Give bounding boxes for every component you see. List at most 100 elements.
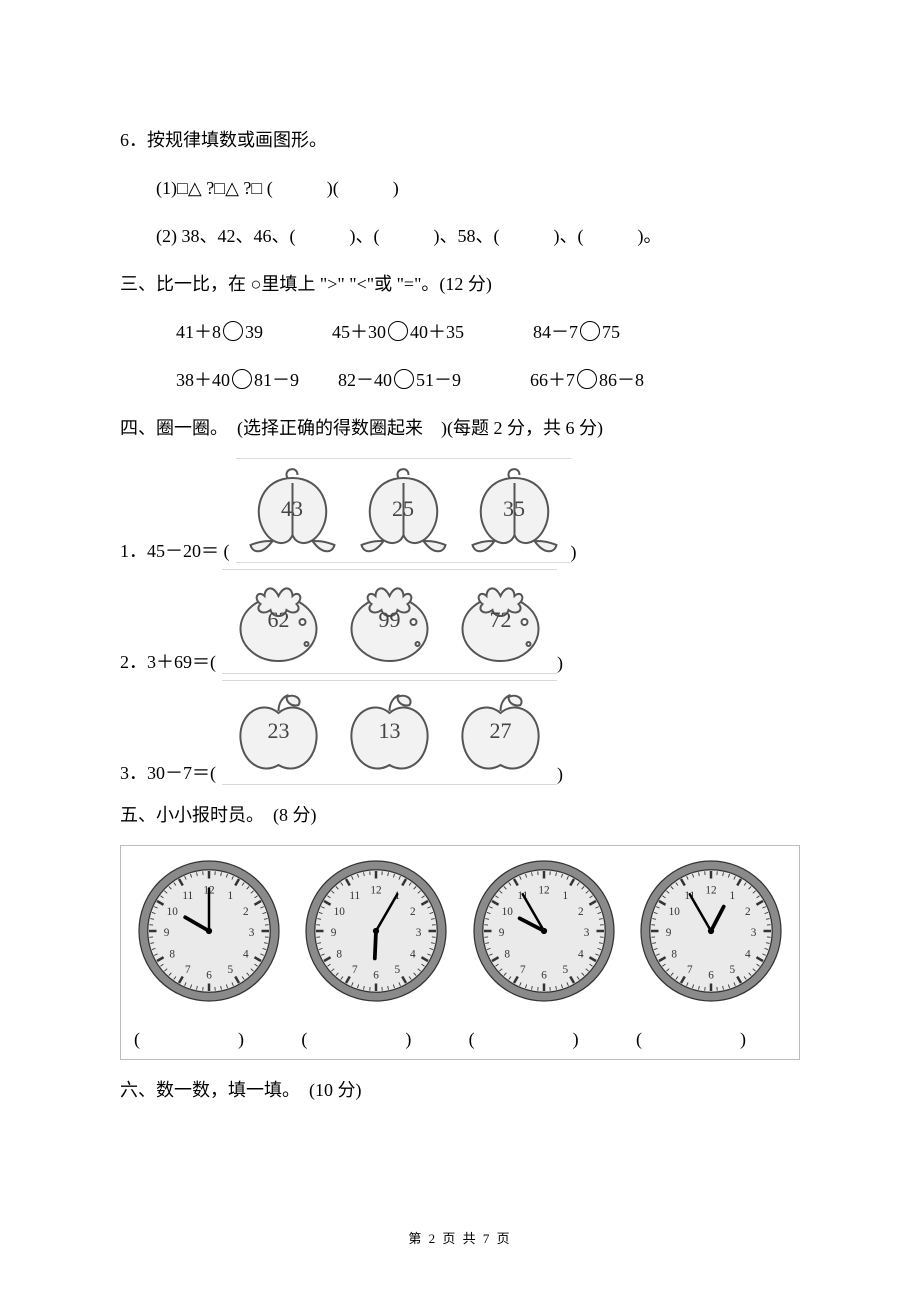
expr: 82－40 [338,370,392,390]
q6-sub1: (1)□△ ?□△ ?□ ( )( ) [156,170,800,206]
compare-circle[interactable] [388,321,408,341]
svg-text:2: 2 [745,906,751,918]
peach-icon[interactable]: 43 [240,463,345,558]
svg-text:8: 8 [337,948,343,960]
compare-circle[interactable] [580,321,600,341]
svg-text:7: 7 [352,964,358,976]
svg-text:5: 5 [729,964,735,976]
clock-icon: 121234567891011 [464,856,624,1011]
option-number: 43 [281,496,303,522]
option-number: 25 [392,496,414,522]
compare-circle[interactable] [394,369,414,389]
apple-icon[interactable]: 27 [448,685,553,780]
footer-mid: 页 共 [437,1231,483,1246]
clock-cell: 121234567891011 ( ) [631,856,791,1051]
svg-text:12: 12 [371,885,382,897]
question-tail: ) [557,653,563,674]
footer-prefix: 第 [408,1231,428,1246]
clock-row: 121234567891011 ( ) 121234567891011 ( ) … [120,845,800,1060]
compare-circle[interactable] [577,369,597,389]
q6-title: 6．按规律填数或画图形。 [120,122,800,158]
svg-text:6: 6 [374,970,380,982]
question-tail: ) [557,764,563,785]
svg-text:11: 11 [182,890,193,902]
svg-text:7: 7 [687,964,693,976]
section4-title: 四、圈一圈。 (选择正确的得数圈起来 )(每题 2 分，共 6 分) [120,410,800,446]
option-number: 99 [379,607,401,633]
expr: 41＋8 [176,322,221,342]
svg-text:11: 11 [350,890,361,902]
compare-circle[interactable] [232,369,252,389]
svg-text:9: 9 [331,927,337,939]
expr: 66＋7 [530,370,575,390]
svg-text:5: 5 [395,964,401,976]
svg-text:9: 9 [498,927,504,939]
svg-text:9: 9 [164,927,170,939]
svg-text:3: 3 [249,927,255,939]
svg-text:3: 3 [583,927,589,939]
expr: 75 [602,322,620,342]
expr: 81－9 [254,370,299,390]
svg-text:4: 4 [578,948,584,960]
apple-icon[interactable]: 13 [337,685,442,780]
clock-answer-blank[interactable]: ( ) [464,1025,624,1051]
q6-sub2: (2) 38、42、46、( )、( )、58、( )、( )。 [156,218,800,254]
section6-title: 六、数一数，填一填。 (10 分) [120,1072,800,1108]
svg-text:2: 2 [243,906,249,918]
svg-text:4: 4 [745,948,751,960]
clock-cell: 121234567891011 ( ) [129,856,289,1051]
compare-circle[interactable] [223,321,243,341]
persimmon-icon[interactable]: 62 [226,574,331,669]
svg-text:6: 6 [541,970,547,982]
svg-text:4: 4 [410,948,416,960]
circle-question-row: 1．45－20＝ ( 43 25 35) [120,458,800,563]
question-lead: 3．30－7＝( [120,759,216,785]
option-number: 23 [268,718,290,744]
svg-text:2: 2 [410,906,416,918]
clock-answer-blank[interactable]: ( ) [296,1025,456,1051]
question-lead: 1．45－20＝ ( [120,537,230,563]
option-number: 35 [503,496,525,522]
option-number: 27 [490,718,512,744]
svg-text:8: 8 [671,948,677,960]
section3-title: 三、比一比，在 ○里填上 ">" "<"或 "="。(12 分) [120,266,800,302]
persimmon-icon[interactable]: 99 [337,574,442,669]
svg-text:9: 9 [666,927,672,939]
circle-question-row: 3．30－7＝( 23 13 27) [120,680,800,785]
svg-text:1: 1 [562,890,568,902]
expr: 84－7 [533,322,578,342]
svg-text:12: 12 [538,885,549,897]
clock-cell: 121234567891011 ( ) [464,856,624,1051]
clock-answer-blank[interactable]: ( ) [631,1025,791,1051]
expr: 39 [245,322,263,342]
expr: 51－9 [416,370,461,390]
persimmon-icon[interactable]: 72 [448,574,553,669]
clock-cell: 121234567891011 ( ) [296,856,456,1051]
svg-text:1: 1 [227,890,233,902]
peach-icon[interactable]: 35 [462,463,567,558]
peach-icon[interactable]: 25 [351,463,456,558]
svg-text:5: 5 [562,964,568,976]
apple-icon[interactable]: 23 [226,685,331,780]
svg-text:3: 3 [751,927,757,939]
svg-text:10: 10 [501,906,513,918]
fruit-options: 62 99 72 [222,569,557,674]
option-number: 13 [379,718,401,744]
fruit-options: 23 13 27 [222,680,557,785]
svg-text:8: 8 [504,948,510,960]
clock-icon: 121234567891011 [296,856,456,1011]
section5-title: 五、小小报时员。 (8 分) [120,797,800,833]
svg-text:12: 12 [705,885,716,897]
option-number: 72 [490,607,512,633]
question-lead: 2．3＋69＝( [120,648,216,674]
svg-text:6: 6 [206,970,212,982]
expr: 45＋30 [332,322,386,342]
svg-text:10: 10 [669,906,681,918]
expr: 86－8 [599,370,644,390]
svg-text:1: 1 [729,890,735,902]
clock-answer-blank[interactable]: ( ) [129,1025,289,1051]
footer-suffix: 页 [491,1231,511,1246]
svg-text:2: 2 [578,906,584,918]
svg-text:7: 7 [520,964,526,976]
svg-text:5: 5 [227,964,233,976]
